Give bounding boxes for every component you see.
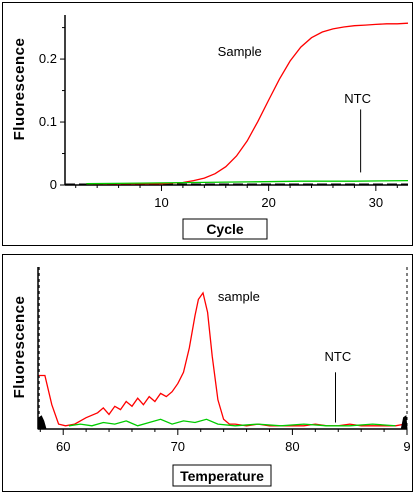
y-axis-label: Fluorescence (11, 296, 28, 399)
amplification-plot-panel: Fluorescence Cycle 0 0.1 0.2 10 20 30 Sample NT… (2, 2, 413, 246)
x-axis-label-box (182, 218, 268, 240)
series-line-sample (39, 291, 405, 427)
y-tick-label: 0.2 (39, 51, 57, 66)
x-tick-label: 60 (56, 439, 70, 454)
y-tick-label: 0 (50, 177, 57, 192)
y-axis-label: Fluorescence (11, 38, 28, 141)
series-line-ntc (86, 179, 409, 185)
x-tick-label: 9 (403, 439, 410, 454)
amplification-plot: Fluorescence Cycle 0 0.1 0.2 10 20 30 Sample NT… (11, 15, 409, 240)
melt-curve-plot: Fluorescence Temperature 60 70 80 9 sample NT… (11, 267, 411, 487)
melt-curve-panel: Fluorescence Temperature 60 70 80 9 sample NT… (2, 254, 413, 492)
x-axis-label: Temperature (180, 468, 264, 484)
annotation-label: NTC (324, 349, 351, 364)
x-tick-label: 10 (154, 195, 168, 210)
x-tick-label: 20 (261, 195, 275, 210)
x-tick-label: 30 (369, 195, 383, 210)
series-line-ntc (68, 418, 396, 427)
range-marker-spike (37, 415, 47, 430)
annotation-label: NTC (344, 91, 371, 106)
x-tick-label: 70 (171, 439, 185, 454)
x-axis-label: Cycle (206, 221, 244, 237)
annotation-label: Sample (218, 44, 262, 59)
x-tick-label: 80 (285, 439, 299, 454)
range-marker-spike (400, 415, 408, 430)
x-axis-label-box (172, 464, 272, 487)
y-tick-label: 0.1 (39, 114, 57, 129)
annotation-label: sample (218, 289, 260, 304)
